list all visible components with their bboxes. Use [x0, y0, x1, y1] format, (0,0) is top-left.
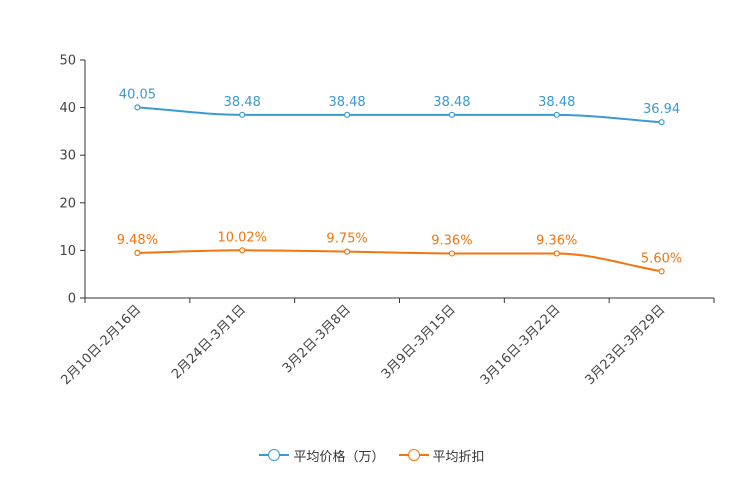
legend-item-price[interactable]: 平均价格（万）	[259, 446, 385, 465]
chart-axes: 0 10 20 30 40 50 2月10日-2月16日 2月24日-3月1日 3月2日-3月8…	[58, 54, 715, 388]
legend-swatch-discount	[398, 448, 429, 462]
legend-item-discount[interactable]: 平均折扣	[398, 446, 485, 465]
data-label: 36.94	[643, 102, 680, 117]
data-label: 38.48	[538, 95, 575, 110]
data-point[interactable]	[134, 104, 141, 111]
data-point[interactable]	[343, 248, 351, 255]
series-line-discount	[137, 249, 662, 273]
x-tick-label: 2月10日-2月16日	[58, 302, 144, 388]
y-tick-label: 20	[59, 196, 76, 211]
data-label: 5.60%	[641, 251, 682, 266]
y-tick-label: 50	[59, 54, 76, 69]
chart-series	[134, 104, 665, 275]
data-label: 40.05	[119, 87, 156, 102]
x-tick-label: 3月23日-3月29日	[583, 302, 669, 388]
series-line-price	[137, 106, 662, 124]
chart-legend: 平均价格（万） 平均折扣	[0, 444, 744, 466]
x-tick-label: 3月16日-3月22日	[478, 302, 564, 388]
data-label: 9.48%	[117, 233, 158, 248]
data-label: 10.02%	[217, 230, 267, 245]
data-point[interactable]	[658, 119, 665, 126]
x-tick-label: 2月24日-3月1日	[169, 302, 249, 382]
data-label: 9.36%	[431, 233, 472, 248]
y-tick-label: 30	[59, 149, 76, 164]
data-point[interactable]	[553, 111, 560, 118]
data-point[interactable]	[134, 249, 141, 256]
x-tick-label: 3月9日-3月15日	[379, 302, 459, 382]
data-label: 38.48	[224, 95, 261, 110]
data-label: 38.48	[328, 95, 365, 110]
data-point[interactable]	[239, 111, 246, 118]
data-point[interactable]	[343, 111, 351, 118]
chart-data-labels: 40.05 38.48 38.48 38.48 38.48 36.94 9.48% 10.02…	[117, 87, 682, 266]
data-label: 9.75%	[326, 232, 367, 247]
data-label: 38.48	[433, 95, 470, 110]
data-label: 9.36%	[536, 233, 577, 248]
legend-label-discount: 平均折扣	[432, 449, 485, 465]
data-point[interactable]	[448, 111, 456, 118]
data-point[interactable]	[239, 247, 246, 254]
data-point[interactable]	[553, 250, 560, 257]
y-tick-label: 0	[68, 292, 76, 307]
data-point[interactable]	[658, 268, 665, 275]
y-tick-label: 40	[59, 101, 76, 116]
data-point[interactable]	[448, 250, 456, 257]
x-tick-label: 3月2日-3月8日	[280, 302, 354, 376]
legend-label-price: 平均价格（万）	[293, 449, 385, 465]
y-tick-label: 10	[59, 244, 76, 259]
legend-swatch-price	[259, 448, 290, 462]
